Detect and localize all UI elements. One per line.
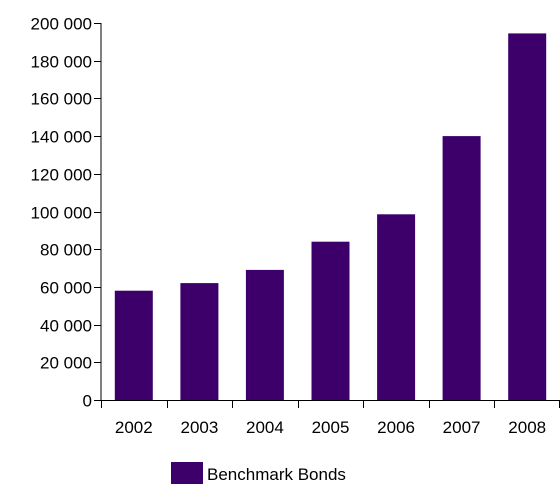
y-tick-label: 60 000: [40, 279, 92, 298]
bar-2003: [180, 283, 219, 400]
y-tick-label: 0: [83, 392, 92, 411]
x-tick-label: 2005: [312, 418, 350, 437]
bar-2008: [508, 33, 547, 401]
x-axis: 2002 2003 2004 2005 2006 2007 2008: [101, 400, 560, 437]
x-tick-label: 2006: [377, 418, 415, 437]
bar-2004: [245, 269, 284, 400]
y-tick-label: 40 000: [40, 317, 92, 336]
y-tick-label: 20 000: [40, 354, 92, 373]
y-tick-label: 180 000: [31, 53, 92, 72]
y-tick-label: 160 000: [31, 90, 92, 109]
legend: Benchmark Bonds: [171, 462, 346, 484]
y-tick-label: 120 000: [31, 166, 92, 185]
bar-2005: [311, 241, 350, 400]
bar-2006: [377, 214, 416, 400]
x-tick-label: 2002: [115, 418, 153, 437]
y-axis: 0 20 000 40 000 60 000 80 000 100 000 120 000 1…: [31, 15, 102, 411]
y-tick-label: 140 000: [31, 128, 92, 147]
x-tick-label: 2004: [246, 418, 284, 437]
bar-2007: [442, 136, 481, 400]
y-tick-label: 80 000: [40, 241, 92, 260]
legend-label-benchmark-bonds: Benchmark Bonds: [207, 465, 346, 484]
x-tick-label: 2008: [508, 418, 546, 437]
y-tick-label: 200 000: [31, 15, 92, 34]
bar-2002: [114, 290, 153, 400]
y-tick-label: 100 000: [31, 204, 92, 223]
x-tick-label: 2007: [443, 418, 481, 437]
x-tick-label: 2003: [180, 418, 218, 437]
bars: [114, 33, 547, 401]
legend-swatch-benchmark-bonds: [171, 462, 203, 484]
